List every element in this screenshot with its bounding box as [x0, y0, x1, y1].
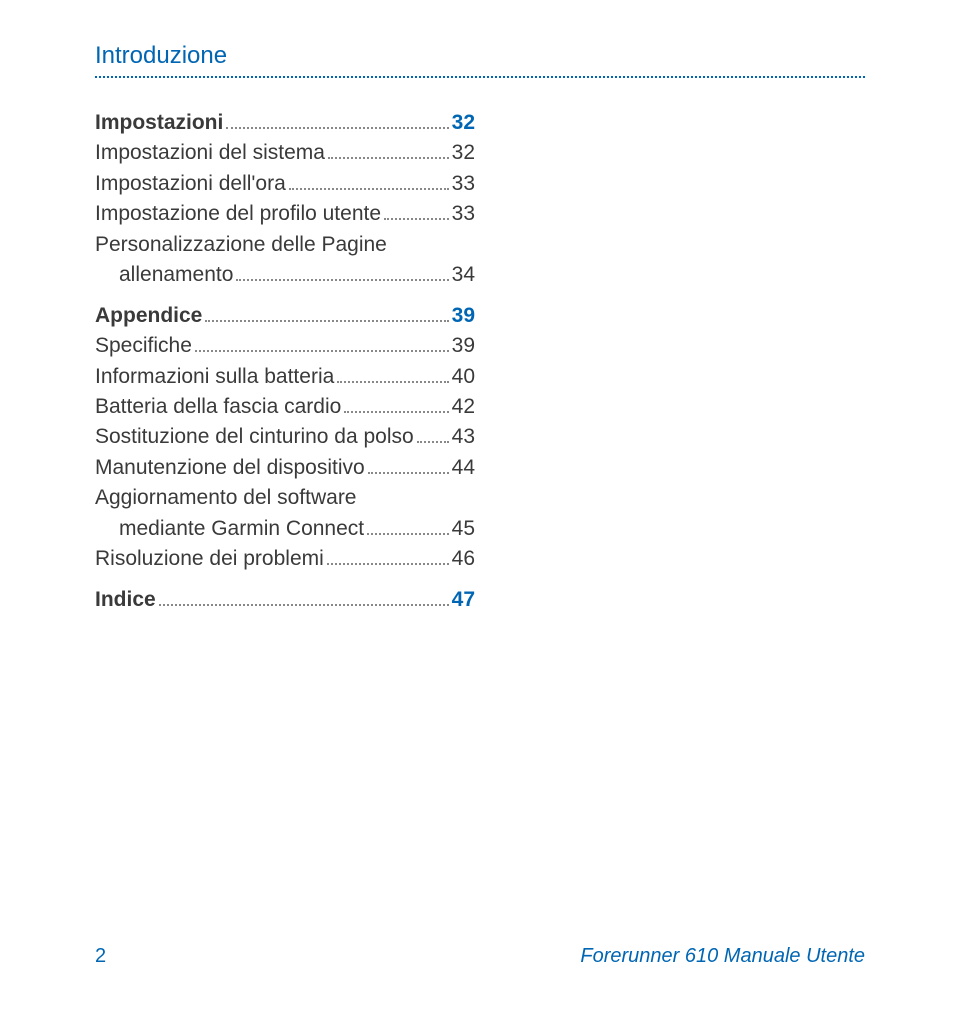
toc-entry-continuation: mediante Garmin Connect 45: [95, 514, 475, 544]
toc-label: Risoluzione dei problemi: [95, 544, 324, 574]
toc-entry: Risoluzione dei problemi 46: [95, 544, 475, 574]
toc-leader-dots: [226, 127, 448, 129]
toc-entry-continuation: allenamento 34: [95, 260, 475, 290]
toc-label: Impostazione del profilo utente: [95, 199, 381, 229]
toc-leader-dots: [328, 157, 449, 159]
toc-entry: Manutenzione del dispositivo 44: [95, 453, 475, 483]
toc-leader-dots: [289, 188, 449, 190]
toc-label: allenamento: [119, 260, 233, 290]
toc-label: Appendice: [95, 301, 202, 331]
toc-label: Indice: [95, 585, 156, 615]
toc-page-number: 39: [452, 301, 475, 331]
toc-page-number: 44: [452, 453, 475, 483]
toc-leader-dots: [205, 320, 448, 322]
toc-label: Specifiche: [95, 331, 192, 361]
toc-entry: Sostituzione del cinturino da polso 43: [95, 422, 475, 452]
footer-text: Forerunner 610 Manuale Utente: [580, 945, 865, 968]
toc-label: Impostazioni dell'ora: [95, 169, 286, 199]
page-footer: 2 Forerunner 610 Manuale Utente: [95, 945, 865, 968]
toc-label: Batteria della fascia cardio: [95, 392, 341, 422]
page-header: Introduzione: [95, 42, 865, 78]
toc-leader-dots: [159, 604, 449, 606]
toc-leader-dots: [384, 218, 449, 220]
toc-page-number: 33: [452, 169, 475, 199]
toc-entry: Informazioni sulla batteria 40: [95, 362, 475, 392]
toc-page-number: 40: [452, 362, 475, 392]
toc-entry: Batteria della fascia cardio 42: [95, 392, 475, 422]
toc-label: Sostituzione del cinturino da polso: [95, 422, 414, 452]
toc-leader-dots: [344, 411, 448, 413]
toc-leader-dots: [368, 472, 449, 474]
toc-page-number: 32: [452, 138, 475, 168]
document-page: Introduzione Impostazioni32Impostazioni …: [0, 0, 960, 1018]
toc-page-number: 45: [452, 514, 475, 544]
toc-entry: Impostazioni 32: [95, 108, 475, 138]
toc-leader-dots: [195, 350, 449, 352]
toc-leader-dots: [337, 381, 448, 383]
toc-leader-dots: [417, 441, 449, 443]
toc-entry: Indice 47: [95, 585, 475, 615]
table-of-contents: Impostazioni 32 Impostazioni del sistema 32…: [95, 108, 865, 945]
toc-page-number: 43: [452, 422, 475, 452]
toc-label: Impostazioni: [95, 108, 223, 138]
footer-page-number: 2: [95, 945, 106, 968]
toc-label: Manutenzione del dispositivo: [95, 453, 365, 483]
toc-entry: Impostazioni del sistema 32: [95, 138, 475, 168]
toc-page-number: 47: [452, 585, 475, 615]
toc-entry: Impostazione del profilo utente 33: [95, 199, 475, 229]
toc-entry: Appendice 39: [95, 301, 475, 331]
toc-entry: Specifiche 39: [95, 331, 475, 361]
toc-page-number: 33: [452, 199, 475, 229]
toc-page-number: 34: [452, 260, 475, 290]
toc-label: Informazioni sulla batteria: [95, 362, 334, 392]
toc-leader-dots: [236, 279, 448, 281]
toc-label: Aggiornamento del software: [95, 483, 357, 513]
toc-page-number: 39: [452, 331, 475, 361]
toc-label: Personalizzazione delle Pagine: [95, 230, 387, 260]
toc-page-number: 32: [452, 108, 475, 138]
toc-leader-dots: [367, 533, 449, 535]
toc-page-number: 42: [452, 392, 475, 422]
toc-label: mediante Garmin Connect: [119, 514, 364, 544]
toc-entry: Aggiornamento del software: [95, 483, 475, 513]
toc-label: Impostazioni del sistema: [95, 138, 325, 168]
toc-leader-dots: [327, 563, 449, 565]
toc-entry: Impostazioni dell'ora 33: [95, 169, 475, 199]
toc-entry: Personalizzazione delle Pagine: [95, 230, 475, 260]
toc-page-number: 46: [452, 544, 475, 574]
